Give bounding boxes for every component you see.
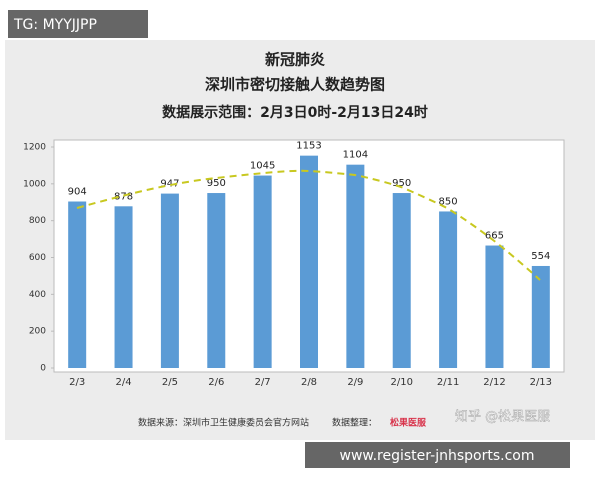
x-tick-label: 2/5 xyxy=(162,377,178,388)
bar xyxy=(253,175,272,368)
value-label: 878 xyxy=(114,191,133,202)
bar xyxy=(485,245,504,368)
x-tick-label: 2/4 xyxy=(115,377,131,388)
value-label: 665 xyxy=(485,231,504,242)
x-tick-label: 2/8 xyxy=(301,377,317,388)
trend-line xyxy=(76,169,541,281)
value-label: 947 xyxy=(160,179,179,190)
value-label: 1153 xyxy=(296,141,321,152)
url: www.register-jnhsports.com xyxy=(340,448,535,464)
bar xyxy=(392,193,411,368)
chart-subtitle: 深圳市密切接触人数趋势图 xyxy=(205,76,385,94)
x-tick-label: 2/10 xyxy=(390,377,412,388)
y-tick-label: 1000 xyxy=(23,179,46,189)
marks: 0 200 400 600 800 1000 1200 2/3 904 2/4 878 2/5 947 2… xyxy=(23,141,552,388)
x-tick-label: 2/6 xyxy=(208,377,224,388)
bar xyxy=(207,193,226,368)
value-label: 1045 xyxy=(250,161,275,172)
x-tick-label: 2/13 xyxy=(530,377,552,388)
bar xyxy=(346,164,365,368)
bar xyxy=(300,155,318,368)
value-label: 950 xyxy=(392,178,411,189)
tag: TG: MYYJJPP xyxy=(13,17,97,33)
y-tick-label: 0 xyxy=(40,364,46,374)
bar xyxy=(114,206,133,368)
source: 数据来源：深圳市卫生健康委员会官方网站 xyxy=(138,417,309,429)
x-tick-label: 2/11 xyxy=(437,377,459,388)
bar xyxy=(68,201,87,368)
x-tick-label: 2/3 xyxy=(69,377,85,388)
value-label: 950 xyxy=(207,178,226,189)
bar xyxy=(531,265,550,368)
value-label: 1104 xyxy=(343,150,368,161)
date-range: 数据展示范围：2月3日0时-2月13日24时 xyxy=(162,104,428,121)
x-tick-label: 2/7 xyxy=(255,377,271,388)
bar xyxy=(160,193,179,368)
value-label: 554 xyxy=(531,251,550,262)
y-tick-label: 1200 xyxy=(23,143,46,153)
compiled-by: 数据整理： xyxy=(332,417,377,429)
watermark: 知乎 @松果医服 xyxy=(455,409,550,425)
y-tick-label: 200 xyxy=(29,327,46,337)
value-label: 904 xyxy=(68,187,87,198)
value-label: 850 xyxy=(439,196,458,207)
y-tick-label: 400 xyxy=(29,290,46,300)
x-tick-label: 2/12 xyxy=(483,377,505,388)
url-box xyxy=(305,442,570,468)
logo: 松果医服 xyxy=(390,417,427,429)
x-tick-label: 2/9 xyxy=(347,377,363,388)
bar xyxy=(439,211,458,368)
y-tick-label: 800 xyxy=(29,216,46,226)
y-tick-label: 600 xyxy=(29,253,46,263)
chart-title: 新冠肺炎 xyxy=(265,51,325,69)
tag-box xyxy=(8,10,148,38)
